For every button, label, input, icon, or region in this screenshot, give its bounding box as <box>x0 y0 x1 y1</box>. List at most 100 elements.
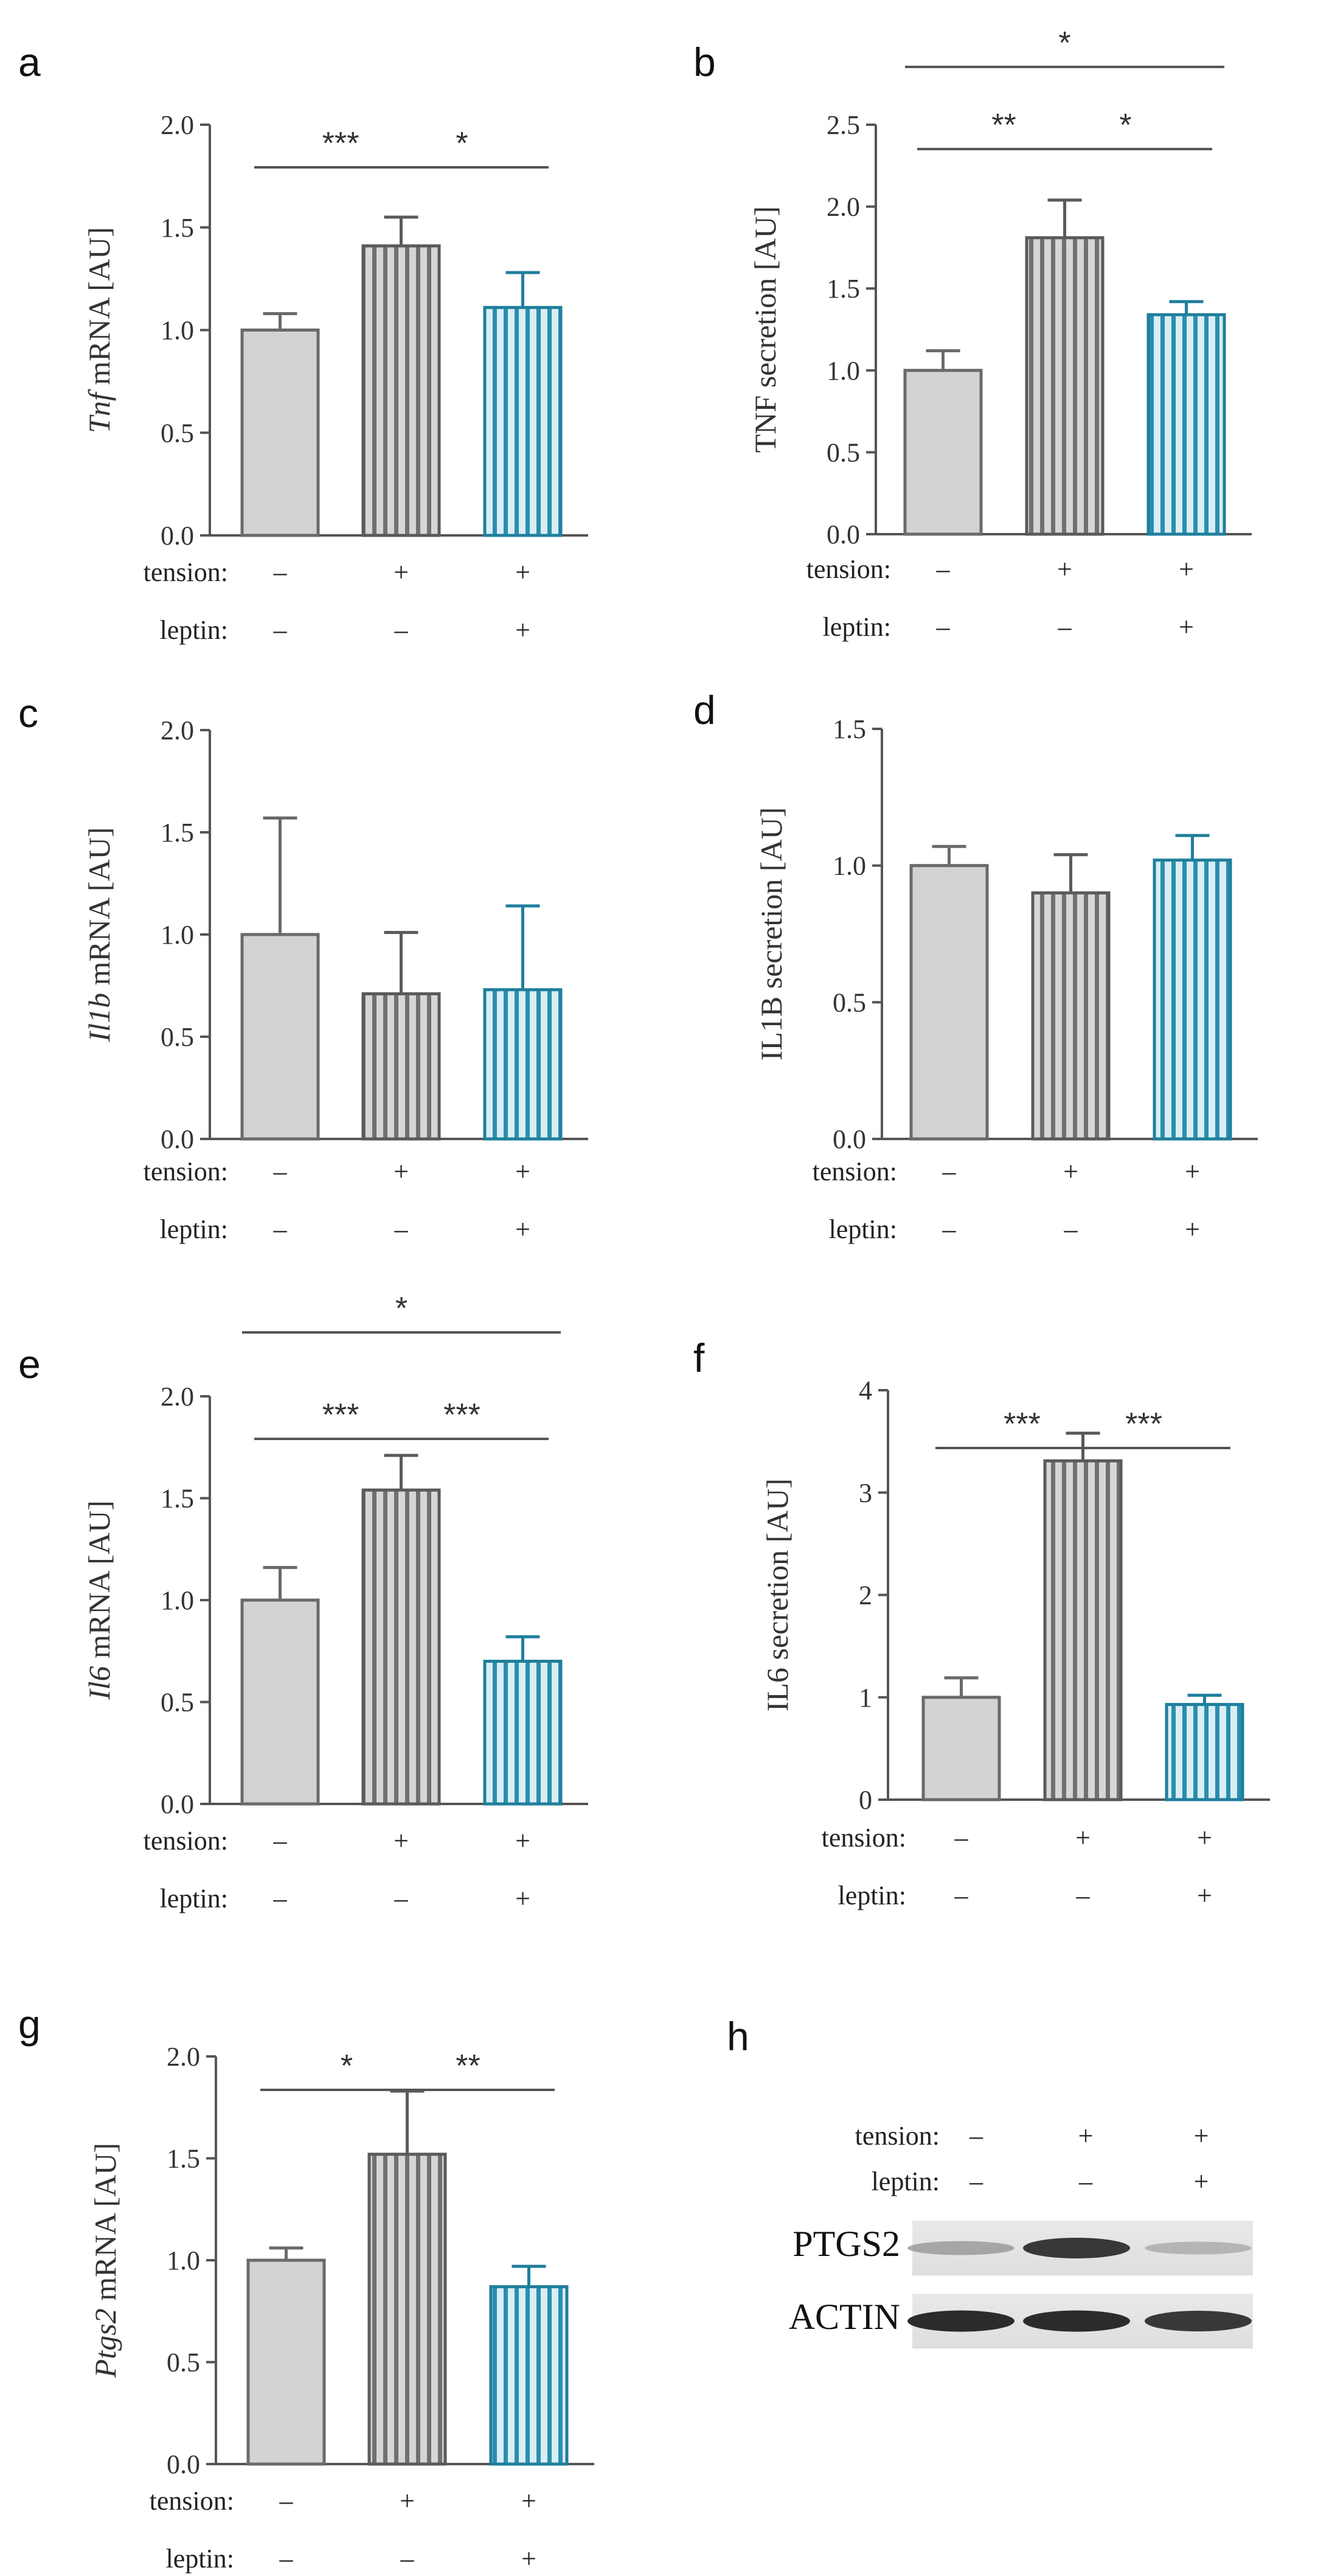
panel-letter-h: h <box>727 2014 749 2059</box>
condition-mark-tension: + <box>1063 1157 1078 1186</box>
panel-letter-c: c <box>18 691 38 736</box>
condition-mark-tension: – <box>273 557 288 587</box>
significance-label: *** <box>1125 1407 1162 1442</box>
y-tick-label: 2.0 <box>161 715 194 745</box>
condition-label-tension: tension: <box>822 1823 906 1853</box>
y-axis-label: TNF secretion [AU] <box>748 206 782 453</box>
y-tick-label: 0.5 <box>167 2348 200 2378</box>
y-tick-label: 0.0 <box>161 1124 194 1154</box>
y-tick-label: 0.5 <box>827 437 860 467</box>
significance-label: * <box>1058 26 1070 61</box>
blot-band <box>1145 2241 1252 2255</box>
condition-mark-tension: – <box>279 2486 294 2516</box>
y-tick-label: 0.5 <box>833 987 866 1017</box>
condition-mark-leptin: – <box>1076 1881 1091 1910</box>
condition-mark-leptin: + <box>515 1214 530 1244</box>
condition-label-tension: tension: <box>144 1157 228 1186</box>
bar-control <box>921 1696 1001 1801</box>
bar-tension-leptin <box>1165 1703 1244 1801</box>
condition-mark-leptin: – <box>273 1214 288 1244</box>
significance-label: *** <box>322 1398 359 1433</box>
y-axis-label-text: IL6 secretion [AU] <box>760 1478 794 1711</box>
bar-tension-leptin <box>489 2285 569 2466</box>
condition-label-leptin: leptin: <box>838 1881 906 1910</box>
condition-label-tension: tension: <box>144 557 228 587</box>
condition-mark-tension: + <box>515 1826 530 1856</box>
bar-control <box>909 864 989 1141</box>
y-tick-label: 0.5 <box>161 1022 194 1052</box>
chart-panel-d: d 0.0 0.5 1.0 1.5 IL1B secretion [AU] tension:… <box>693 688 1258 1244</box>
condition-mark-leptin: – <box>936 612 951 642</box>
y-tick-label: 1.0 <box>161 920 194 950</box>
y-axis-label: Ptgs2 mRNA [AU] <box>88 2143 122 2378</box>
condition-mark-tension: – <box>936 554 951 584</box>
condition-mark-leptin: – <box>394 615 409 645</box>
bar-tension-leptin <box>1153 858 1232 1141</box>
y-tick-label: 2.0 <box>161 1382 194 1412</box>
y-tick-label: 0 <box>859 1785 872 1815</box>
condition-mark-tension: + <box>1197 1823 1212 1853</box>
y-tick-label: 2.0 <box>167 2042 200 2072</box>
condition-label-tension: tension: <box>813 1157 897 1186</box>
y-axis-label-text: mRNA [AU] <box>82 227 116 392</box>
condition-mark-tension: – <box>942 1157 957 1186</box>
y-axis-label: Il1b mRNA [AU] <box>82 827 116 1043</box>
condition-mark-leptin: + <box>515 1884 530 1913</box>
condition-mark-leptin: – <box>1064 1214 1078 1244</box>
condition-mark-leptin: – <box>394 1214 409 1244</box>
bar-tension <box>361 244 441 537</box>
y-tick-label: 1.0 <box>827 356 860 386</box>
condition-mark-leptin: – <box>394 1884 409 1913</box>
y-axis-label-gene: Il1b <box>82 993 116 1043</box>
panel-letter-b: b <box>693 40 716 85</box>
condition-mark-leptin: – <box>273 615 288 645</box>
y-tick-label: 0.0 <box>827 520 860 549</box>
condition-label-leptin: leptin: <box>166 2544 234 2574</box>
blot-condition-mark-tension: + <box>1194 2121 1209 2151</box>
blot-row-label-ptgs2: PTGS2 <box>793 2224 900 2264</box>
condition-label-leptin: leptin: <box>160 1884 228 1913</box>
bar-control <box>246 2258 326 2466</box>
condition-mark-leptin: + <box>521 2544 536 2574</box>
chart-panel-c: c 0.0 0.5 1.0 1.5 2.0 Il1b mRNA [AU] tension: – +… <box>18 691 588 1244</box>
condition-label-tension: tension: <box>806 554 891 584</box>
y-axis-label: IL6 secretion [AU] <box>760 1478 794 1711</box>
y-tick-label: 1.0 <box>833 851 866 881</box>
y-tick-label: 0.5 <box>161 418 194 448</box>
y-axis-label-text: IL1B secretion [AU] <box>754 807 788 1061</box>
y-tick-label: 0.0 <box>833 1124 866 1154</box>
bar-control <box>240 933 320 1141</box>
condition-mark-tension: + <box>394 557 409 587</box>
condition-mark-tension: + <box>1057 554 1072 584</box>
condition-mark-leptin: – <box>279 2544 294 2574</box>
blot-row-label-actin: ACTIN <box>789 2297 900 2337</box>
condition-label-tension: tension: <box>144 1826 228 1856</box>
condition-label-leptin: leptin: <box>160 615 228 645</box>
condition-mark-tension: + <box>1185 1157 1200 1186</box>
chart-panel-f: f 0 1 2 3 4 IL6 secretion [AU] *** *** tension: – +… <box>693 1335 1270 1910</box>
condition-label-leptin: leptin: <box>160 1214 228 1244</box>
significance-label: * <box>341 2049 353 2084</box>
blot-condition-mark-tension: + <box>1078 2121 1094 2151</box>
y-tick-label: 1.0 <box>167 2246 200 2275</box>
y-tick-label: 0.0 <box>167 2449 200 2479</box>
blot-condition-mark-leptin: – <box>969 2167 983 2196</box>
significance-label: *** <box>322 126 359 161</box>
condition-mark-leptin: + <box>1197 1881 1212 1910</box>
y-axis-label: Tnf mRNA [AU] <box>82 227 116 433</box>
condition-mark-tension: – <box>273 1826 288 1856</box>
condition-mark-tension: + <box>1075 1823 1091 1853</box>
y-axis-label-gene: Il6 <box>82 1666 116 1701</box>
y-tick-label: 1.5 <box>161 1484 194 1514</box>
significance-label: * <box>1119 108 1131 143</box>
blot-condition-mark-tension: – <box>969 2121 983 2151</box>
condition-mark-leptin: + <box>1185 1214 1200 1244</box>
y-tick-label: 1.5 <box>827 274 860 304</box>
y-tick-label: 0.0 <box>161 521 194 551</box>
y-tick-label: 1.5 <box>161 213 194 243</box>
y-axis-label-gene: Ptgs2 <box>88 2308 122 2378</box>
condition-mark-tension: + <box>521 2486 536 2516</box>
